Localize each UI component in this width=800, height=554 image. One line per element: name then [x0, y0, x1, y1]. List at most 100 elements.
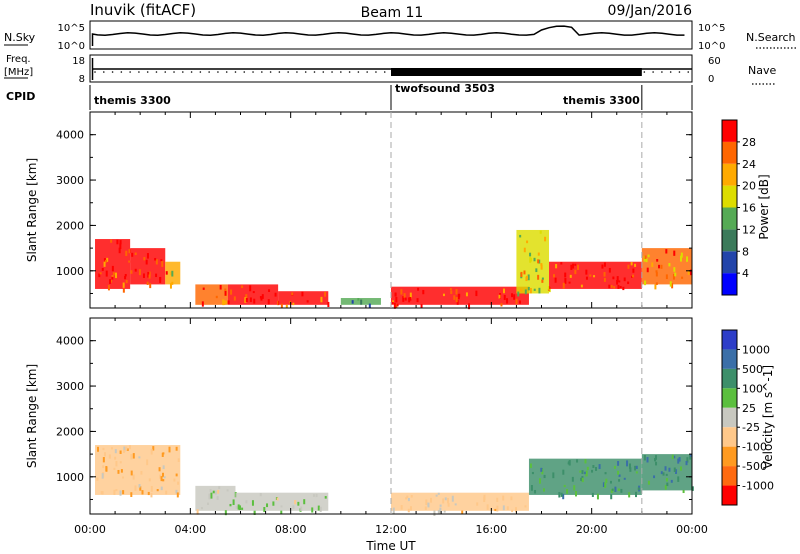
velocity-speckle: [610, 494, 613, 500]
velocity-speckle: [101, 473, 104, 479]
velocity-speckle: [200, 507, 203, 510]
velocity-speckle: [670, 479, 673, 483]
power-speckle: [618, 280, 621, 283]
nave-dot: [687, 71, 690, 73]
velocity-speckle: [102, 457, 105, 463]
power-speckle: [107, 284, 110, 291]
power-speckle: [253, 298, 256, 304]
velocity-speckle: [613, 465, 616, 469]
colorbar-tick-label: 500: [742, 363, 763, 376]
power-speckle: [142, 273, 145, 278]
power-speckle: [654, 284, 657, 290]
power-colorbar-label: Power [dB]: [757, 174, 771, 239]
power-speckle: [674, 272, 677, 277]
velocity-speckle: [407, 508, 410, 513]
power-speckle: [165, 271, 168, 275]
power-speckle: [409, 297, 412, 301]
power-speckle: [603, 262, 606, 267]
velocity-speckle: [405, 497, 408, 500]
velocity-speckle: [138, 456, 141, 459]
velocity-speckle: [502, 495, 505, 501]
power-speckle: [689, 269, 692, 276]
cpid-segment-label: themis 3300: [94, 94, 171, 107]
power-speckle: [537, 259, 540, 264]
power-speckle: [671, 283, 674, 289]
power-speckle: [280, 303, 283, 308]
nave-dot: [146, 71, 149, 73]
colorbar-cell: [722, 207, 737, 230]
velocity-speckle: [514, 507, 517, 513]
velocity-speckle: [540, 467, 543, 472]
velocity-speckle: [115, 461, 118, 467]
velocity-speckle: [113, 467, 116, 470]
power-speckle: [533, 288, 536, 291]
velocity-speckle: [280, 510, 283, 515]
power-speckle: [442, 293, 445, 297]
velocity-speckle: [665, 473, 668, 476]
nave-dot: [111, 71, 114, 73]
power-speckle: [146, 253, 149, 259]
velocity-speckle: [297, 501, 300, 506]
power-speckle: [585, 276, 588, 280]
velocity-speckle: [210, 492, 213, 499]
power-speckle: [455, 297, 458, 303]
velocity-speckle: [122, 476, 125, 479]
nave-dot: [340, 71, 342, 73]
x-tick-label: 12:00: [375, 523, 407, 536]
colorbar-tick-label: -500: [742, 460, 767, 473]
velocity-speckle: [662, 472, 665, 476]
velocity-speckle: [673, 455, 676, 459]
power-speckle: [147, 271, 150, 278]
velocity-speckle: [691, 486, 694, 491]
power-panel: 1000 2000 3000 4000 Slant Range [km]: [25, 111, 693, 310]
velocity-speckle: [573, 485, 576, 491]
nave-dot: [164, 71, 167, 73]
velocity-speckle: [685, 460, 688, 466]
nave-dot: [155, 71, 158, 73]
power-speckle: [525, 276, 528, 282]
velocity-speckle: [317, 505, 320, 511]
power-speckle: [124, 273, 127, 277]
power-speckle: [417, 287, 420, 291]
power-speckle: [646, 267, 649, 273]
power-speckle: [622, 286, 625, 291]
n-search-label: N.Search: [746, 31, 796, 44]
colorbar-tick-label: 100: [742, 382, 763, 395]
velocity-colorbar-label: Velocity [m s^-1]: [761, 365, 775, 469]
velocity-speckle: [647, 480, 650, 485]
power-speckle: [560, 262, 563, 265]
power-speckle: [540, 264, 543, 270]
power-speckle: [673, 267, 676, 272]
power-speckle: [396, 303, 399, 307]
velocity-speckle: [407, 497, 410, 502]
power-speckle: [475, 290, 478, 297]
power-colorbar-ticks: 28 24 20 16 12 8 4: [737, 136, 756, 280]
velocity-speckle: [217, 489, 220, 494]
velocity-speckle: [410, 495, 413, 498]
cpid-change-markers: [390, 112, 643, 514]
velocity-speckle: [541, 468, 544, 475]
power-speckle: [585, 269, 588, 275]
power-y-axis: 1000 2000 3000 4000: [56, 129, 692, 294]
velocity-speckle: [502, 505, 505, 511]
power-speckle: [252, 291, 255, 294]
power-speckle: [408, 297, 411, 303]
velocity-speckle: [584, 471, 587, 475]
power-speckle: [146, 281, 149, 285]
nave-dot: [661, 71, 663, 73]
power-speckle: [130, 270, 133, 274]
power-speckle: [517, 291, 520, 297]
velocity-speckle: [108, 454, 111, 459]
nave-dot: [129, 71, 131, 73]
power-speckle: [601, 264, 604, 269]
velocity-speckle: [579, 470, 582, 473]
cpid-segments: themis 3300 twofsound 3503 themis 3300: [94, 82, 643, 110]
velocity-speckle: [224, 510, 227, 516]
velocity-speckle: [140, 470, 143, 475]
power-speckle: [608, 284, 611, 289]
power-speckle: [357, 298, 360, 301]
power-speckle: [686, 256, 689, 262]
power-speckle: [324, 291, 327, 297]
power-speckle: [665, 274, 668, 280]
power-speckle: [119, 243, 122, 250]
